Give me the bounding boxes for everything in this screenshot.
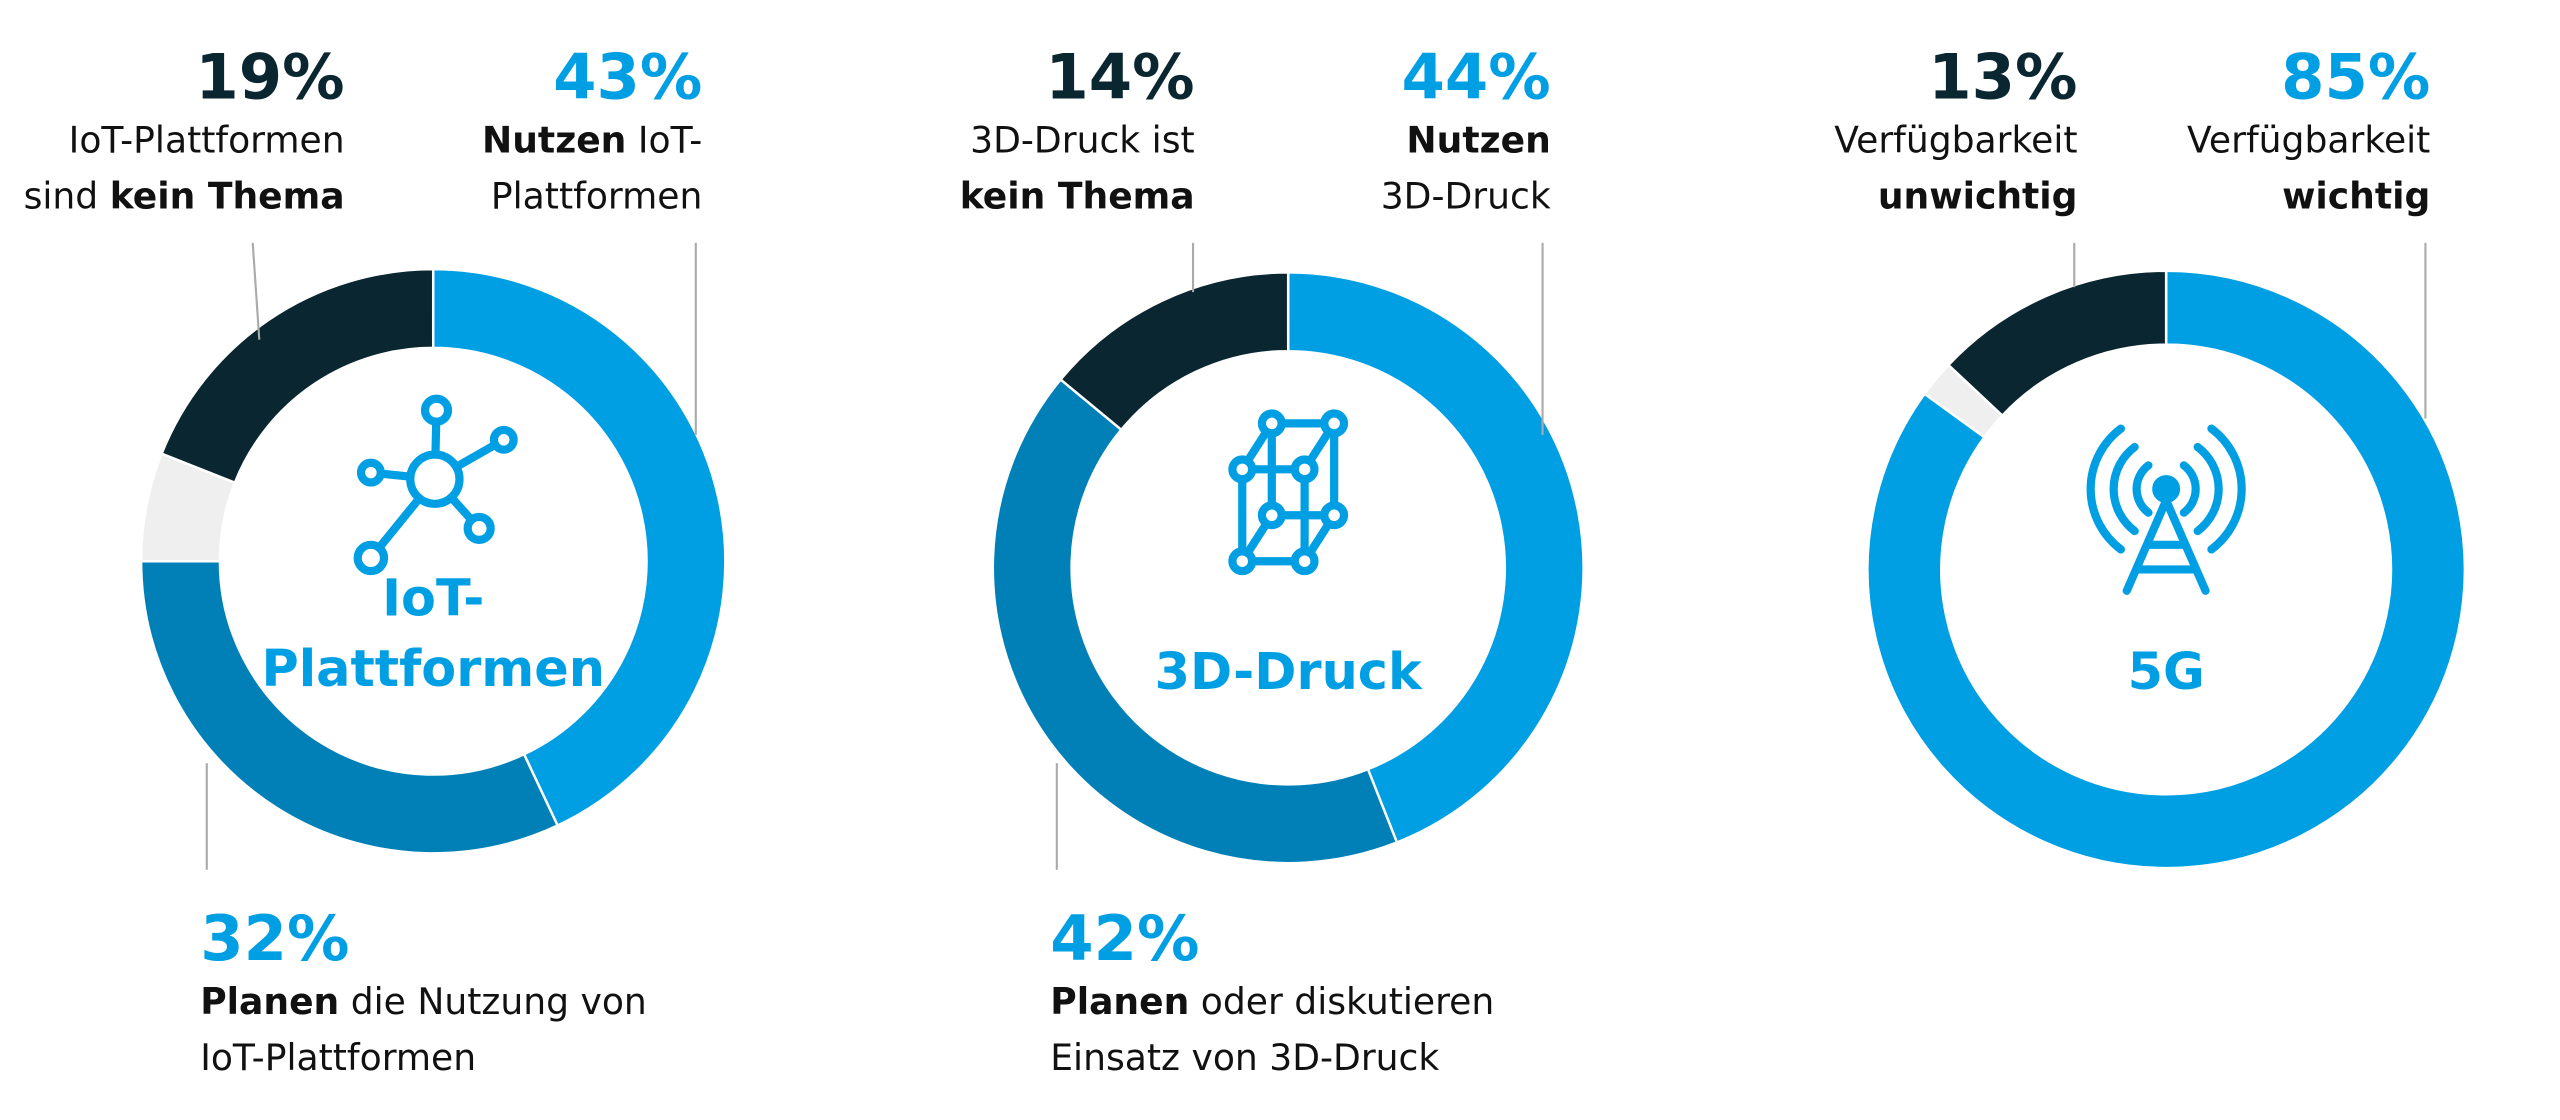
segment-description: Nutzen (1406, 119, 1550, 162)
segment-description: Verfügbarkeit (2187, 119, 2430, 162)
segment-description: Planen oder diskutieren (1050, 980, 1494, 1023)
antenna-tower-icon (2086, 424, 2246, 595)
bold-text: unwichtig (1878, 174, 2078, 217)
text: oder diskutieren (1189, 980, 1494, 1023)
network-hub-icon (353, 394, 518, 576)
bold-text: kein Thema (960, 174, 1195, 217)
segment-description: Verfügbarkeit (1834, 119, 2077, 162)
segment-description: IoT-Plattformen (69, 119, 345, 162)
segment-description: Plattformen (491, 174, 702, 217)
segment-description: IoT-Plattformen (200, 1036, 476, 1079)
bold-text: Planen (1050, 980, 1189, 1023)
percent-label: 43% (553, 40, 702, 113)
bold-text: wichtig (2282, 174, 2430, 217)
text: IoT- (626, 119, 702, 162)
text: Plattformen (491, 174, 702, 217)
bold-text: Planen (200, 980, 339, 1023)
segment-description: Einsatz von 3D-Druck (1050, 1036, 1439, 1079)
donut-segment (160, 267, 435, 485)
center-label: IoT- (382, 568, 484, 627)
percent-label: 44% (1402, 40, 1551, 113)
donut-segment (432, 267, 727, 828)
text: 3D-Druck ist (970, 119, 1194, 162)
bold-text: Nutzen (1406, 119, 1550, 162)
donut-segment (1946, 269, 2168, 418)
percent-label: 19% (195, 40, 344, 113)
segment-description: wichtig (2282, 174, 2430, 217)
center-label: 5G (2128, 642, 2205, 701)
text: die Nutzung von (339, 980, 647, 1023)
percent-label: 85% (2281, 40, 2430, 113)
text: Einsatz von 3D-Druck (1050, 1036, 1439, 1079)
percent-label: 13% (1928, 40, 2077, 113)
bold-text: kein Thema (110, 174, 345, 217)
donut-chart: 44% Nutzen 3D-Druck 42% Planen oder diskutie… (960, 40, 1585, 1079)
segment-description: kein Thema (960, 174, 1195, 217)
donut-chart: 85% Verfügbarkeit wichtig 13% Verfügbarkeit u… (1834, 40, 2467, 870)
donut-segment (1286, 271, 1585, 845)
text: IoT-Plattformen (69, 119, 345, 162)
leader-line (251, 242, 261, 340)
segment-description: unwichtig (1878, 174, 2078, 217)
text: sind (24, 174, 110, 217)
segment-description: sind kein Thema (24, 174, 345, 217)
donut-segment (1058, 271, 1290, 432)
donut-segment (139, 560, 560, 855)
bold-text: Nutzen (482, 119, 626, 162)
donut-segment (1866, 269, 2467, 870)
percent-label: 42% (1050, 902, 1199, 975)
segment-description: Planen die Nutzung von (200, 980, 647, 1023)
text: IoT-Plattformen (200, 1036, 476, 1079)
segment-description: Nutzen IoT- (482, 119, 702, 162)
donut-segment (991, 377, 1399, 865)
percent-label: 32% (200, 902, 349, 975)
center-label: 3D-Druck (1155, 642, 1423, 701)
segment-description: 3D-Druck ist (970, 119, 1194, 162)
text: Verfügbarkeit (1834, 119, 2077, 162)
3d-cube-icon (1228, 409, 1349, 576)
text: Verfügbarkeit (2187, 119, 2430, 162)
segment-description: 3D-Druck (1381, 174, 1551, 217)
center-label: Plattformen (261, 639, 605, 698)
text: 3D-Druck (1381, 174, 1551, 217)
percent-label: 14% (1045, 40, 1194, 113)
